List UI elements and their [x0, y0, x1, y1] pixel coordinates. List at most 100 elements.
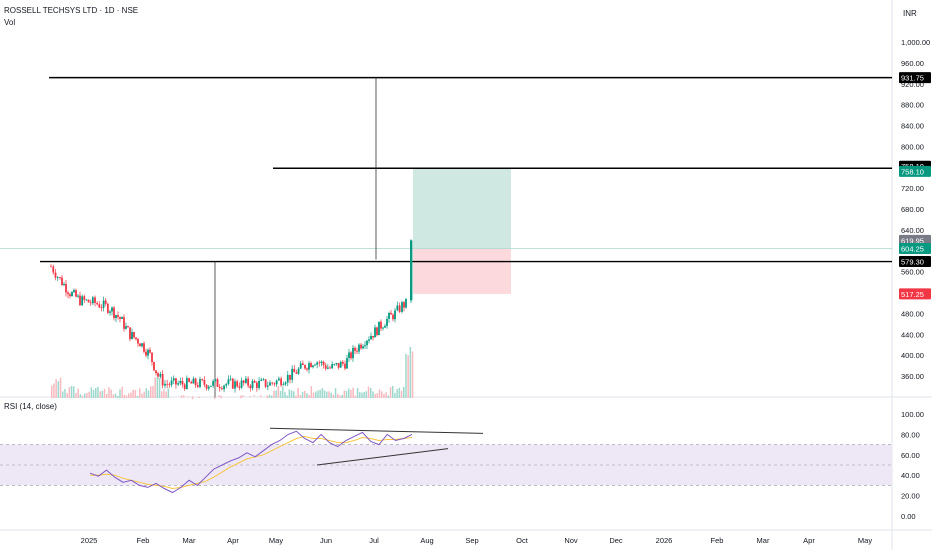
volume-bar — [334, 388, 337, 398]
candle-body — [225, 383, 228, 386]
price-tag-label: 931.75 — [901, 74, 924, 83]
candle — [301, 360, 304, 366]
candle — [100, 304, 103, 312]
candle — [67, 290, 69, 299]
candle-body — [358, 344, 360, 352]
candle — [253, 379, 256, 383]
candle-body — [149, 349, 151, 353]
candle-body — [269, 382, 271, 386]
volume-bar — [356, 388, 359, 398]
candle-body — [229, 378, 232, 380]
candle — [329, 365, 331, 370]
volume-bar — [121, 386, 123, 398]
price-tick-label: 400.00 — [901, 351, 924, 360]
candle-body — [155, 370, 157, 374]
candle — [63, 281, 65, 286]
candle-body — [125, 326, 127, 329]
candle-body — [175, 378, 177, 385]
volume-bar — [132, 389, 134, 398]
candle — [277, 376, 280, 381]
candle — [352, 344, 354, 362]
volume-bar — [108, 387, 110, 398]
candle — [335, 362, 338, 366]
candle — [164, 380, 166, 389]
candle — [85, 299, 88, 301]
volume-bar — [288, 389, 291, 398]
volume-bar — [114, 393, 117, 398]
volume-bar — [266, 395, 269, 399]
rsi-tick-label: 20.00 — [901, 492, 920, 501]
price-tick-label: 640.00 — [901, 226, 924, 235]
candle-body — [123, 317, 125, 329]
candle — [245, 375, 247, 385]
candle — [129, 327, 131, 342]
time-tick-label: May — [269, 536, 283, 545]
volume-bar — [55, 379, 57, 398]
candle — [56, 276, 59, 282]
candle-body — [199, 379, 201, 387]
volume-bar — [376, 393, 379, 398]
volume-bar — [198, 396, 200, 399]
candle — [59, 276, 61, 280]
candle — [394, 307, 396, 323]
candle-body — [227, 379, 230, 384]
candle — [264, 379, 267, 389]
candle — [185, 375, 188, 390]
candle-body — [372, 335, 374, 338]
candle-body — [172, 378, 175, 381]
candle — [378, 321, 380, 336]
candle-body — [378, 321, 380, 336]
candle-body — [56, 277, 59, 279]
candle — [79, 291, 81, 307]
candle — [98, 301, 101, 309]
candle-body — [177, 383, 180, 385]
volume-bar — [308, 394, 310, 398]
candle-body — [366, 340, 368, 346]
candle-body — [166, 383, 169, 385]
candle — [166, 379, 169, 389]
volume-bar — [156, 376, 159, 398]
loss-zone — [413, 248, 511, 294]
volume-bar — [321, 388, 324, 398]
candle-body — [113, 307, 115, 318]
volume-bar — [119, 389, 121, 398]
candle-body — [308, 363, 310, 370]
time-tick-label: 2026 — [656, 536, 673, 545]
candle-body — [337, 362, 340, 368]
candle — [356, 347, 358, 354]
candle-body — [304, 364, 306, 369]
volume-bar — [381, 391, 383, 398]
time-tick-label: Aug — [420, 536, 433, 545]
candle-body — [306, 368, 308, 370]
candle-body — [331, 364, 334, 369]
candle-body — [54, 272, 57, 278]
volume-bar — [260, 395, 262, 398]
volume-bar — [123, 394, 126, 398]
volume-bar — [315, 391, 317, 398]
candle-body — [207, 386, 210, 389]
candle — [370, 332, 372, 340]
time-tick-label: Oct — [516, 536, 529, 545]
volume-bar — [213, 396, 216, 400]
candle — [135, 337, 137, 341]
candle-body — [264, 379, 267, 387]
candle — [376, 326, 378, 337]
candle-body — [185, 378, 188, 389]
candle-body — [79, 295, 81, 306]
volume-bar — [306, 393, 308, 398]
volume-bar — [407, 355, 409, 398]
candle-body — [139, 343, 141, 347]
price-tag: 758.10 — [899, 165, 931, 177]
candle-body — [362, 346, 364, 349]
candle — [179, 377, 182, 386]
volume-bar — [134, 390, 137, 398]
candle-body — [384, 325, 386, 328]
volume-bar — [112, 394, 115, 398]
candle-body — [339, 361, 342, 368]
candle-body — [335, 362, 338, 365]
candle-body — [102, 300, 105, 308]
candle — [398, 302, 401, 314]
volume-bar — [249, 396, 251, 398]
price-tag-bg — [899, 288, 931, 300]
volume-bar — [374, 393, 376, 398]
